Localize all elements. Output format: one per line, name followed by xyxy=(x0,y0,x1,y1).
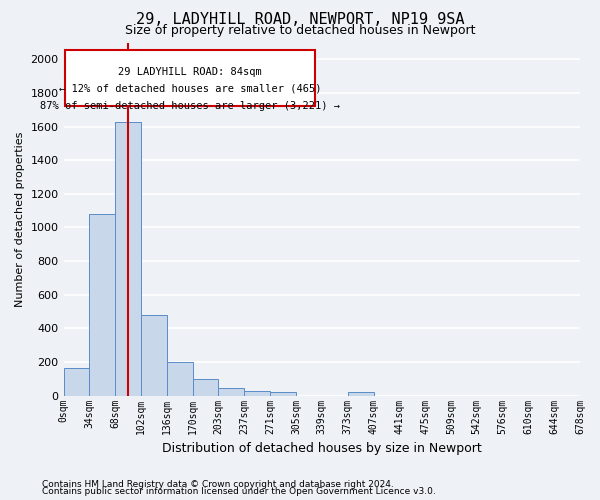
Bar xyxy=(244,390,270,396)
Text: 87% of semi-detached houses are larger (3,221) →: 87% of semi-detached houses are larger (… xyxy=(40,100,340,110)
Bar xyxy=(347,392,374,396)
Bar xyxy=(141,315,167,396)
X-axis label: Distribution of detached houses by size in Newport: Distribution of detached houses by size … xyxy=(162,442,482,455)
Text: 29 LADYHILL ROAD: 84sqm: 29 LADYHILL ROAD: 84sqm xyxy=(118,67,262,77)
Bar xyxy=(89,214,115,396)
Text: ← 12% of detached houses are smaller (465): ← 12% of detached houses are smaller (46… xyxy=(59,84,321,94)
Text: Contains HM Land Registry data © Crown copyright and database right 2024.: Contains HM Land Registry data © Crown c… xyxy=(42,480,394,489)
Text: Size of property relative to detached houses in Newport: Size of property relative to detached ho… xyxy=(125,24,475,37)
Y-axis label: Number of detached properties: Number of detached properties xyxy=(15,132,25,307)
Bar xyxy=(193,379,218,396)
Text: Contains public sector information licensed under the Open Government Licence v3: Contains public sector information licen… xyxy=(42,488,436,496)
Bar xyxy=(167,362,193,396)
Bar xyxy=(218,388,244,396)
Text: 29, LADYHILL ROAD, NEWPORT, NP19 9SA: 29, LADYHILL ROAD, NEWPORT, NP19 9SA xyxy=(136,12,464,28)
Bar xyxy=(64,368,89,396)
Bar xyxy=(65,50,315,106)
Bar xyxy=(270,392,296,396)
Bar xyxy=(115,122,141,396)
